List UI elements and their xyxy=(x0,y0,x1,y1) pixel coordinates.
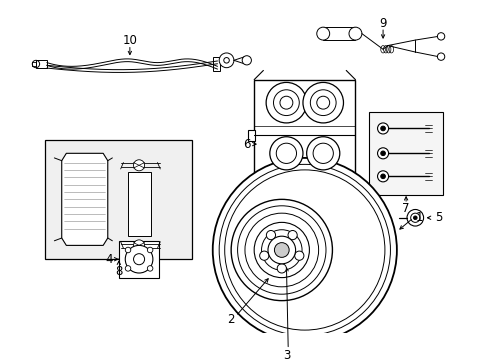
Bar xyxy=(254,80,355,199)
Circle shape xyxy=(380,126,385,131)
Circle shape xyxy=(310,90,335,116)
Circle shape xyxy=(348,27,361,40)
Circle shape xyxy=(269,137,303,170)
Circle shape xyxy=(406,210,423,226)
Circle shape xyxy=(244,213,318,287)
Polygon shape xyxy=(61,153,107,246)
Text: 4: 4 xyxy=(105,253,113,266)
Circle shape xyxy=(125,247,130,253)
Bar xyxy=(119,241,159,278)
Bar xyxy=(45,140,192,259)
Circle shape xyxy=(436,53,444,60)
Circle shape xyxy=(147,247,153,253)
Bar xyxy=(128,172,151,236)
Circle shape xyxy=(287,230,297,240)
Text: 3: 3 xyxy=(282,350,289,360)
Circle shape xyxy=(242,56,251,65)
Bar xyxy=(36,60,47,68)
Circle shape xyxy=(316,96,329,109)
Circle shape xyxy=(410,213,419,222)
Circle shape xyxy=(231,199,332,301)
Circle shape xyxy=(212,158,396,342)
Circle shape xyxy=(224,170,384,330)
Circle shape xyxy=(147,266,153,271)
Circle shape xyxy=(267,236,295,264)
Text: 10: 10 xyxy=(122,33,137,46)
Circle shape xyxy=(377,171,388,182)
Bar xyxy=(368,112,442,195)
Circle shape xyxy=(312,143,333,163)
Circle shape xyxy=(377,148,388,159)
Circle shape xyxy=(266,230,275,240)
Bar xyxy=(247,130,255,141)
Text: 8: 8 xyxy=(115,265,122,278)
Circle shape xyxy=(219,165,389,336)
Circle shape xyxy=(237,206,325,294)
Bar xyxy=(323,27,355,40)
Text: 1: 1 xyxy=(415,211,423,224)
Text: 7: 7 xyxy=(402,202,409,215)
Circle shape xyxy=(294,251,303,260)
Circle shape xyxy=(265,82,306,123)
Circle shape xyxy=(306,137,339,170)
Circle shape xyxy=(277,264,286,273)
Circle shape xyxy=(219,53,233,68)
Circle shape xyxy=(377,123,388,134)
Bar xyxy=(212,57,220,71)
Circle shape xyxy=(303,82,343,123)
Circle shape xyxy=(413,216,416,220)
Circle shape xyxy=(274,243,288,257)
Circle shape xyxy=(316,27,329,40)
Text: 6: 6 xyxy=(243,138,250,150)
Circle shape xyxy=(273,90,299,116)
Circle shape xyxy=(133,240,144,251)
Text: 2: 2 xyxy=(227,312,234,325)
Circle shape xyxy=(125,266,130,271)
Circle shape xyxy=(380,174,385,179)
Circle shape xyxy=(276,143,296,163)
Circle shape xyxy=(279,96,292,109)
Circle shape xyxy=(436,33,444,40)
Circle shape xyxy=(133,160,144,171)
Circle shape xyxy=(380,151,385,156)
Circle shape xyxy=(254,222,309,278)
Text: 9: 9 xyxy=(379,17,386,30)
Text: 5: 5 xyxy=(434,211,441,224)
Circle shape xyxy=(125,246,153,273)
Circle shape xyxy=(259,251,268,260)
Circle shape xyxy=(133,254,144,265)
